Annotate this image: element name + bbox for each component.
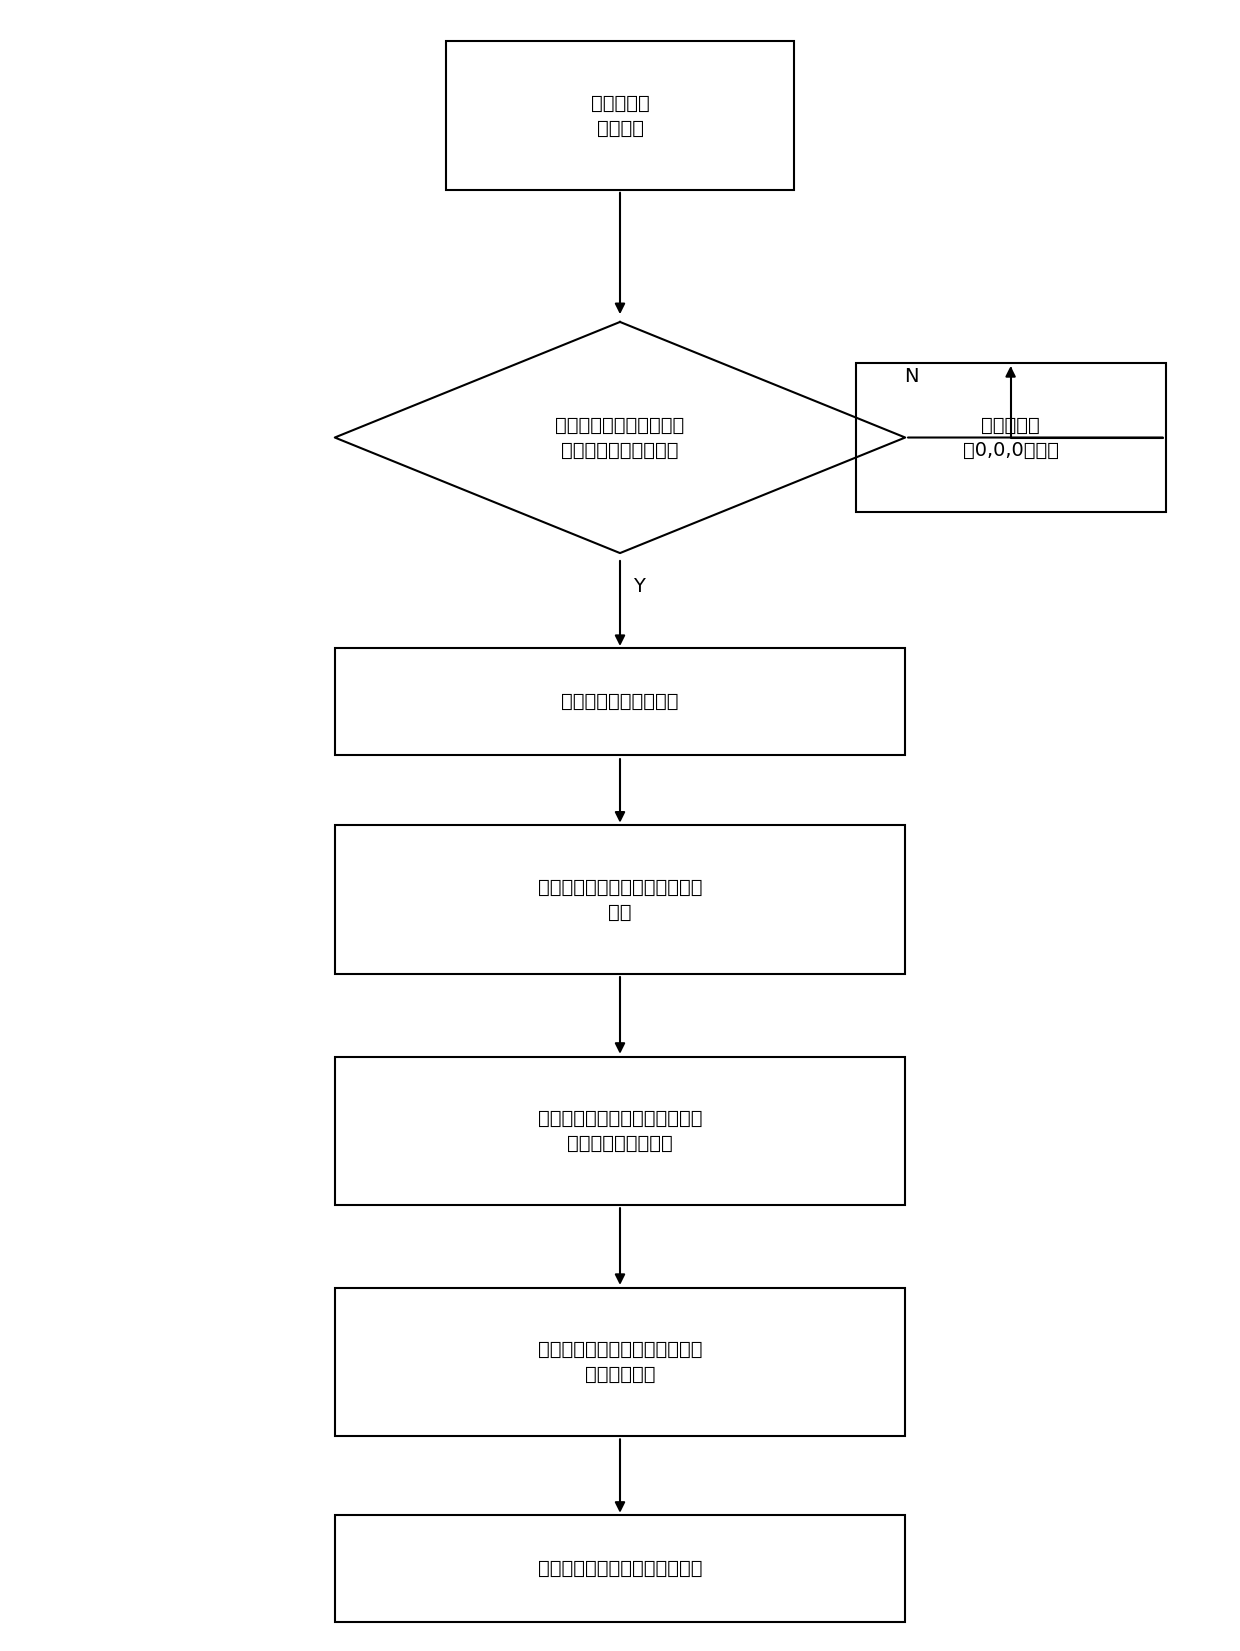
Text: 定义矩阵对象设置模型的位置和
大小: 定义矩阵对象设置模型的位置和 大小 — [538, 878, 702, 921]
FancyBboxPatch shape — [856, 363, 1166, 512]
Text: 得到三维场景的坐标点: 得到三维场景的坐标点 — [562, 692, 678, 712]
FancyBboxPatch shape — [335, 1516, 905, 1621]
FancyBboxPatch shape — [335, 1057, 905, 1205]
FancyBboxPatch shape — [446, 41, 794, 190]
Text: N: N — [904, 367, 919, 386]
Text: 返回坐标为
（0,0,0）的点: 返回坐标为 （0,0,0）的点 — [962, 416, 1059, 459]
Text: 根据模型大小和坐标点的比例关
系，调整模型的坐标: 根据模型大小和坐标点的比例关 系，调整模型的坐标 — [538, 1109, 702, 1152]
Text: 读取模型并将模型加入到之前所
定义的矩阵中: 读取模型并将模型加入到之前所 定义的矩阵中 — [538, 1341, 702, 1384]
Text: 将处理后的模型加入到根节点中: 将处理后的模型加入到根节点中 — [538, 1559, 702, 1578]
Text: Y: Y — [632, 576, 645, 596]
Text: 定义求交点
的类对象: 定义求交点 的类对象 — [590, 94, 650, 137]
Text: 判断二维坐标点的投影线
与三维模型是否有交点: 判断二维坐标点的投影线 与三维模型是否有交点 — [556, 416, 684, 459]
FancyBboxPatch shape — [335, 826, 905, 974]
Polygon shape — [335, 322, 905, 553]
FancyBboxPatch shape — [335, 649, 905, 756]
FancyBboxPatch shape — [335, 1288, 905, 1436]
